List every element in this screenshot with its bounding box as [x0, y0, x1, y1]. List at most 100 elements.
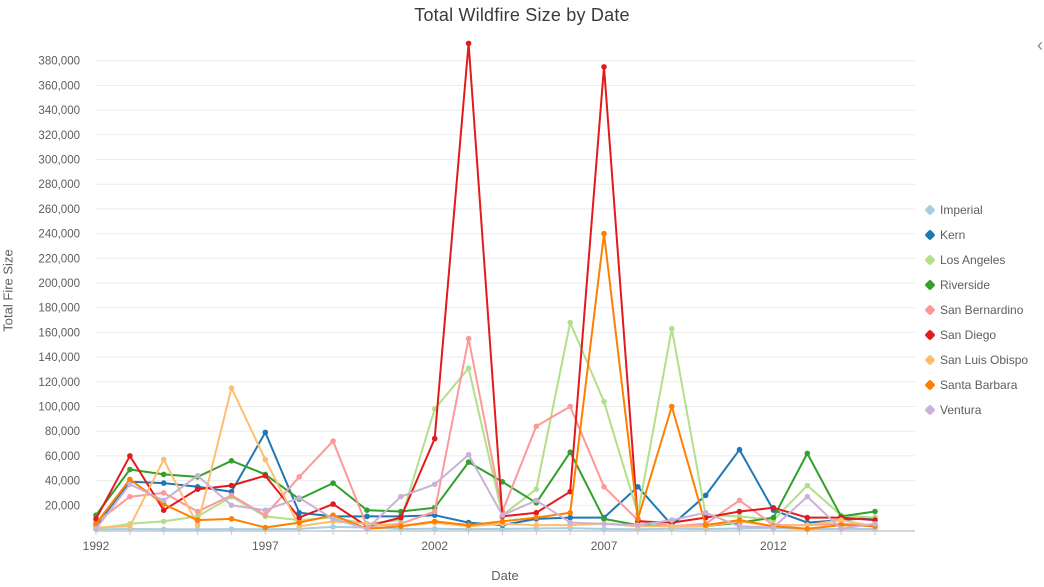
data-point[interactable] — [93, 521, 99, 527]
data-point[interactable] — [567, 319, 573, 326]
data-point[interactable] — [228, 526, 235, 532]
data-point[interactable] — [262, 456, 269, 463]
data-point[interactable] — [431, 508, 438, 515]
data-point[interactable] — [465, 451, 472, 458]
data-point[interactable] — [93, 516, 99, 522]
data-point[interactable] — [431, 526, 438, 532]
data-point[interactable] — [770, 514, 777, 521]
data-point[interactable] — [804, 450, 811, 457]
data-point[interactable] — [465, 522, 472, 528]
data-point[interactable] — [601, 64, 607, 70]
data-point[interactable] — [93, 526, 99, 532]
data-point[interactable] — [499, 518, 506, 525]
legend-item-imperial[interactable]: Imperial — [924, 197, 1028, 222]
data-point[interactable] — [465, 40, 472, 47]
data-point[interactable] — [398, 523, 404, 530]
data-point[interactable] — [127, 493, 133, 500]
legend-item-los-angeles[interactable]: Los Angeles — [924, 247, 1028, 272]
data-point[interactable] — [533, 522, 540, 528]
legend-item-san-luis-obispo[interactable]: San Luis Obispo — [924, 347, 1028, 372]
data-point[interactable] — [262, 472, 269, 479]
data-point[interactable] — [262, 512, 269, 518]
data-point[interactable] — [364, 521, 370, 527]
data-point[interactable] — [601, 398, 607, 405]
data-point[interactable] — [228, 482, 235, 489]
data-point[interactable] — [160, 497, 167, 504]
data-point[interactable] — [669, 517, 675, 523]
data-point[interactable] — [398, 493, 404, 500]
data-point[interactable] — [669, 403, 675, 410]
data-point[interactable] — [296, 519, 303, 526]
data-point[interactable] — [635, 484, 641, 490]
data-point[interactable] — [194, 526, 201, 533]
data-point[interactable] — [635, 516, 641, 522]
data-point[interactable] — [262, 507, 269, 513]
data-point[interactable] — [228, 516, 235, 522]
data-point[interactable] — [330, 501, 336, 507]
data-point[interactable] — [296, 509, 303, 516]
legend-item-ventura[interactable]: Ventura — [924, 397, 1028, 422]
data-point[interactable] — [838, 517, 844, 523]
data-point[interactable] — [194, 472, 201, 479]
data-point[interactable] — [127, 476, 133, 483]
legend-item-santa-barbara[interactable]: Santa Barbara — [924, 372, 1028, 397]
data-point[interactable] — [364, 526, 370, 532]
data-point[interactable] — [567, 514, 573, 521]
data-point[interactable] — [127, 466, 133, 473]
data-point[interactable] — [160, 526, 167, 533]
data-point[interactable] — [872, 508, 878, 515]
data-point[interactable] — [228, 385, 235, 391]
data-point[interactable] — [601, 516, 607, 522]
data-point[interactable] — [601, 230, 607, 237]
data-point[interactable] — [160, 456, 167, 463]
data-point[interactable] — [262, 524, 269, 531]
data-point[interactable] — [770, 505, 777, 511]
data-point[interactable] — [228, 502, 235, 509]
data-point[interactable] — [533, 497, 540, 504]
data-point[interactable] — [533, 509, 540, 516]
legend-item-kern[interactable]: Kern — [924, 222, 1028, 247]
data-point[interactable] — [770, 524, 777, 531]
data-point[interactable] — [160, 471, 167, 478]
data-point[interactable] — [228, 492, 235, 499]
data-point[interactable] — [567, 449, 573, 456]
data-point[interactable] — [262, 429, 269, 436]
data-point[interactable] — [601, 526, 607, 532]
data-point[interactable] — [465, 459, 472, 465]
data-point[interactable] — [330, 438, 336, 444]
data-point[interactable] — [431, 518, 438, 525]
data-point[interactable] — [736, 508, 743, 515]
data-point[interactable] — [736, 517, 743, 523]
data-point[interactable] — [127, 481, 133, 488]
data-point[interactable] — [804, 526, 811, 532]
data-point[interactable] — [465, 365, 472, 372]
data-point[interactable] — [736, 523, 743, 530]
data-point[interactable] — [601, 484, 607, 490]
data-point[interactable] — [398, 514, 404, 521]
data-point[interactable] — [194, 522, 201, 528]
data-point[interactable] — [160, 518, 167, 525]
data-point[interactable] — [194, 486, 201, 493]
data-point[interactable] — [872, 521, 878, 527]
data-point[interactable] — [838, 526, 844, 532]
data-point[interactable] — [160, 490, 167, 496]
data-point[interactable] — [499, 512, 506, 518]
data-point[interactable] — [702, 509, 709, 516]
data-point[interactable] — [364, 513, 370, 520]
data-point[interactable] — [330, 524, 336, 530]
data-point[interactable] — [194, 508, 201, 515]
data-point[interactable] — [601, 521, 607, 527]
data-point[interactable] — [330, 480, 336, 486]
data-point[interactable] — [736, 497, 743, 504]
data-point[interactable] — [160, 480, 167, 486]
data-point[interactable] — [431, 406, 438, 412]
data-point[interactable] — [533, 423, 540, 430]
data-point[interactable] — [228, 458, 235, 464]
data-point[interactable] — [702, 522, 709, 528]
data-point[interactable] — [296, 514, 303, 521]
data-point[interactable] — [804, 514, 811, 521]
legend-item-san-bernardino[interactable]: San Bernardino — [924, 297, 1028, 322]
data-point[interactable] — [567, 403, 573, 410]
data-point[interactable] — [160, 507, 167, 513]
legend-item-riverside[interactable]: Riverside — [924, 272, 1028, 297]
